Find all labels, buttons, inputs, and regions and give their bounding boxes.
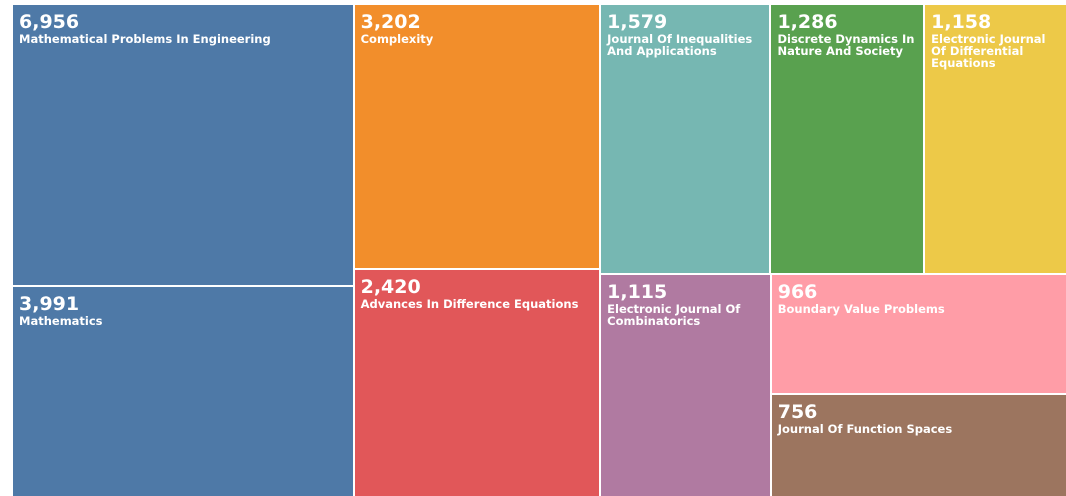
treemap-cell: 3,202 Complexity (353, 4, 601, 270)
treemap-cell: 1,579 Journal Of Inequalities And Applica… (600, 4, 771, 274)
value-label: 1,158 (931, 11, 992, 33)
treemap-cell: 6,956 Mathematical Problems In Engineerin… (12, 4, 354, 287)
treemap-cell: 1,115 Electronic Journal Of Combinatorics (600, 273, 771, 496)
value-label: 1,579 (607, 11, 668, 33)
value-label: 1,115 (607, 280, 668, 303)
value-label: 756 (777, 400, 818, 423)
treemap-cell: 1,286 Discrete Dynamics In Nature And Soc… (770, 4, 925, 274)
category-label: Journal Of Function Spaces (777, 421, 953, 436)
category-label: Electronic Journal Of Combinatorics (607, 301, 741, 328)
treemap-cell: 756 Journal Of Function Spaces (770, 393, 1066, 496)
category-label: Mathematical Problems In Engineering (19, 32, 271, 46)
category-label: Electronic Journal Of Differential Equat… (931, 32, 1046, 70)
category-label: Complexity (360, 32, 434, 46)
treemap-cell: 1,158 Electronic Journal Of Differential … (924, 4, 1066, 274)
category-label: Boundary Value Problems (777, 301, 945, 316)
category-label: Mathematics (19, 314, 103, 329)
treemap-cell: 966 Boundary Value Problems (770, 273, 1066, 394)
value-label: 966 (777, 280, 818, 303)
category-label: Advances In Difference Equations (360, 297, 579, 312)
treemap-cell: 3,991 Mathematics (12, 286, 354, 496)
value-label: 3,202 (360, 11, 421, 33)
value-label: 3,991 (19, 293, 80, 316)
value-label: 1,286 (777, 11, 838, 33)
value-label: 6,956 (19, 11, 80, 33)
treemap-cell: 2,420 Advances In Difference Equations (353, 269, 601, 496)
category-label: Discrete Dynamics In Nature And Society (777, 32, 915, 58)
value-label: 2,420 (360, 276, 421, 299)
category-label: Journal Of Inequalities And Applications (607, 32, 753, 58)
